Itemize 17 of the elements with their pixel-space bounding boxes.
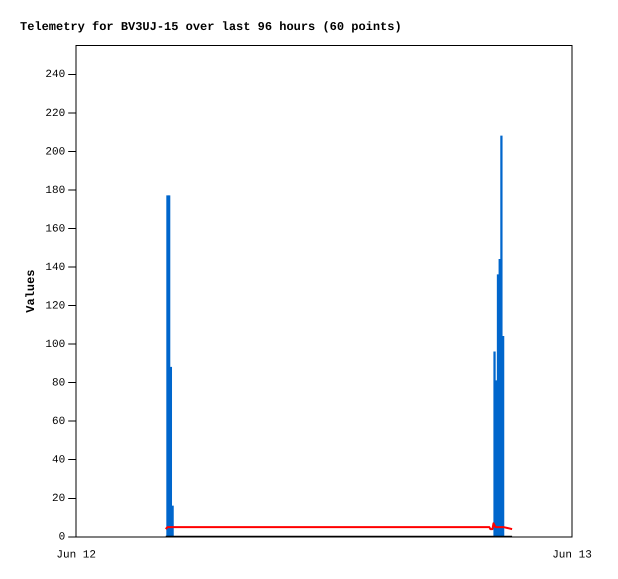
y-tick-label: 220 [45, 108, 66, 120]
y-tick-label: 200 [45, 146, 66, 158]
chart-title: Telemetry for BV3UJ-15 over last 96 hours (60 points) [20, 20, 402, 34]
y-tick-label: 180 [45, 184, 66, 197]
y-tick-label: 60 [52, 416, 66, 428]
y-tick-label: 120 [45, 300, 66, 312]
x-tick-label: Jun 13 [552, 549, 592, 562]
y-tick-label: 100 [45, 339, 66, 351]
y-tick-label: 80 [52, 378, 66, 390]
x-tick-label: Jun 12 [56, 549, 96, 562]
y-tick-label: 160 [45, 223, 66, 236]
y-axis-title: Values [24, 269, 38, 313]
y-tick-label: 0 [58, 532, 66, 544]
y-tick-label: 140 [45, 262, 66, 274]
y-tick-label: 240 [45, 69, 66, 82]
y-tick-label: 20 [52, 493, 66, 506]
y-tick-label: 40 [52, 454, 66, 467]
